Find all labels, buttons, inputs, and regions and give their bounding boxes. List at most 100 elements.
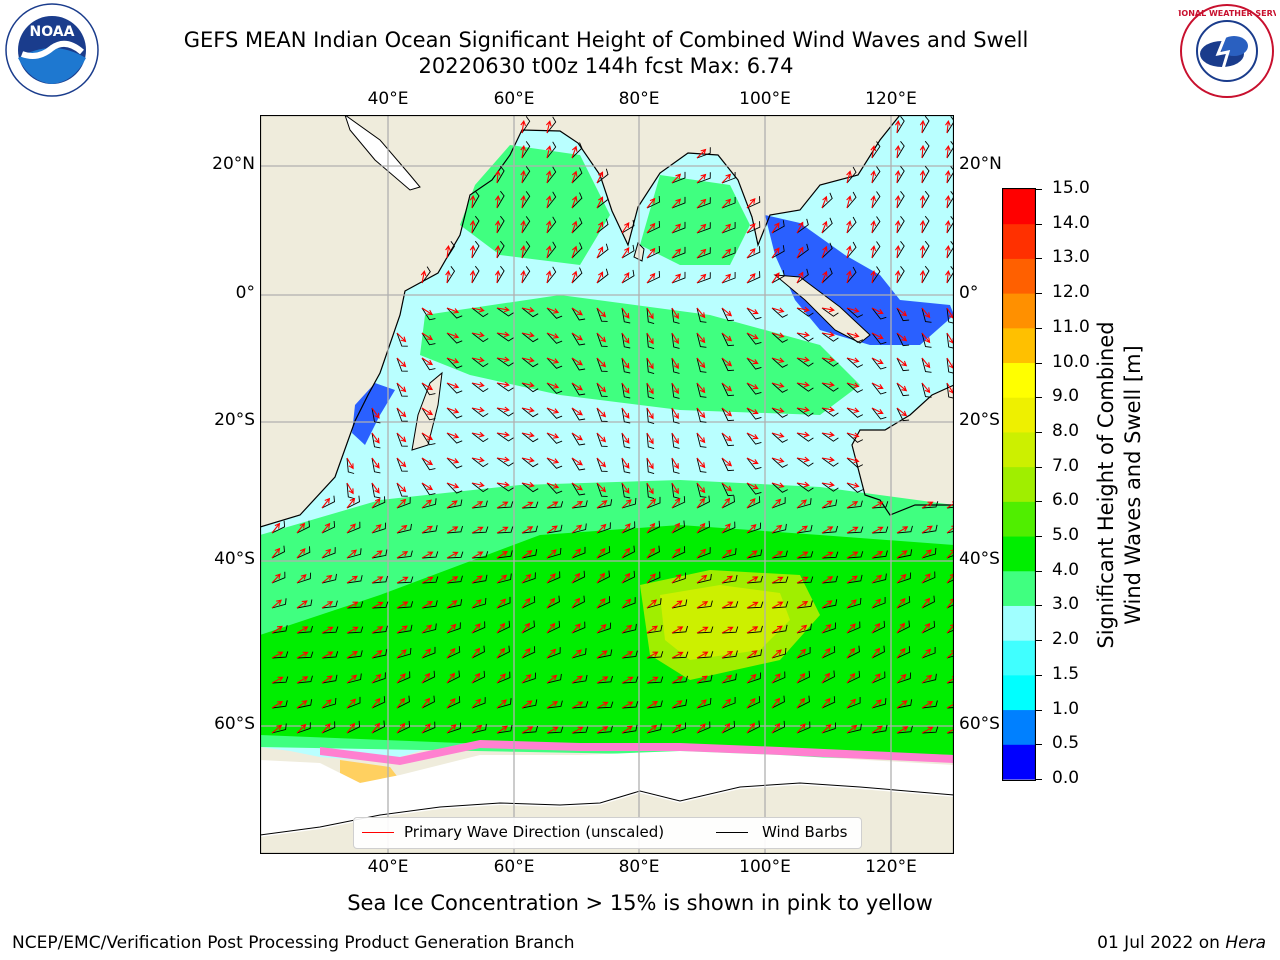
wave-arrow: [871, 647, 881, 659]
wave-arrow: [721, 307, 733, 317]
lat-label-right: 60°S: [959, 714, 1000, 734]
wave-arrow: [771, 498, 782, 509]
wind-barb: [546, 571, 561, 584]
wave-arrow: [521, 526, 534, 534]
wind-barb: [396, 720, 411, 734]
wind-barb: [796, 218, 809, 234]
wave-arrow: [721, 173, 732, 184]
wave-arrow: [846, 647, 856, 659]
wave-arrow: [871, 550, 884, 559]
wave-arrow: [520, 194, 527, 209]
wind-barb: [346, 601, 364, 609]
wave-arrow: [721, 523, 731, 534]
colorbar-segment: [1003, 431, 1035, 468]
wind-barb: [421, 482, 436, 496]
wave-arrow: [571, 220, 578, 234]
chart-subtitle: 20220630 t00z 144h fcst Max: 6.74: [418, 54, 794, 78]
wind-barb: [846, 457, 864, 468]
wave-arrow: [746, 673, 757, 684]
wind-barb: [796, 695, 810, 709]
wind-barb: [446, 332, 463, 344]
wave-arrow: [496, 574, 508, 584]
wind-barb: [646, 457, 655, 475]
wind-barb: [821, 499, 838, 509]
wave-arrow: [546, 525, 558, 534]
wave-arrow: [346, 650, 359, 659]
wind-barb: [471, 645, 485, 659]
wind-barb: [896, 725, 913, 734]
wind-barb: [696, 272, 711, 284]
wind-barb: [446, 499, 463, 509]
wind-barb: [721, 307, 735, 322]
wave-arrow: [496, 481, 510, 488]
wind-barb: [896, 646, 911, 659]
wave-arrow: [919, 219, 926, 234]
wave-arrow: [621, 598, 632, 609]
wave-arrow: [921, 501, 934, 509]
wind-barb: [771, 624, 788, 634]
wave-arrow: [870, 145, 877, 159]
wave-arrow: [646, 599, 657, 609]
wave-arrow: [520, 169, 527, 184]
wind-barb: [546, 673, 562, 684]
wave-arrow: [596, 457, 607, 468]
wind-barb: [596, 622, 612, 634]
wind-barb: [571, 332, 586, 346]
wind-barb: [346, 521, 361, 534]
wind-barb: [871, 698, 887, 709]
wind-barb: [546, 547, 562, 559]
wave-arrow: [894, 194, 901, 209]
wave-arrow: [371, 697, 381, 709]
wave-arrow: [896, 382, 908, 392]
wind-barb: [871, 526, 889, 534]
wind-barb: [571, 546, 586, 559]
wind-barb: [771, 497, 786, 509]
wave-arrow: [746, 332, 759, 340]
wind-barb: [721, 650, 738, 659]
wave-arrow: [469, 269, 476, 284]
wind-barb: [496, 501, 514, 509]
wind-barb: [946, 506, 954, 509]
wave-arrow: [796, 697, 806, 709]
wave-arrow: [496, 725, 508, 734]
wind-barb: [546, 216, 557, 234]
wind-barb: [721, 247, 736, 259]
wave-arrow: [621, 725, 633, 734]
wind-barb: [796, 307, 814, 317]
colorbar-tick: [1036, 640, 1042, 642]
wave-arrow: [621, 701, 634, 709]
wind-barb: [846, 241, 857, 259]
wind-barb: [671, 221, 686, 234]
wind-barb: [571, 267, 583, 284]
wave-arrow: [671, 432, 679, 445]
wave-arrow: [621, 247, 630, 259]
wind-barb: [646, 195, 661, 209]
wind-barb: [696, 247, 711, 259]
wind-barb: [646, 571, 661, 584]
wind-barb: [771, 382, 788, 393]
wind-barb: [521, 699, 538, 709]
wind-barb: [546, 357, 563, 369]
wind-barb: [721, 332, 735, 347]
wind-barb: [296, 625, 314, 634]
wind-barb: [921, 265, 930, 284]
wave-arrow: [696, 357, 706, 369]
wind-barb: [821, 482, 839, 492]
wind-barb: [421, 357, 436, 371]
wind-barb: [471, 574, 488, 584]
wind-barb: [946, 579, 954, 584]
wave-arrow: [871, 725, 883, 734]
wind-barb: [321, 495, 335, 509]
wave-arrow: [596, 523, 607, 534]
wave-arrow: [746, 697, 756, 709]
wind-barb: [596, 243, 609, 259]
wave-arrow: [596, 598, 606, 609]
wave-arrow: [321, 601, 334, 609]
wind-barb: [271, 625, 288, 634]
wind-barb: [421, 407, 436, 421]
wind-barb: [696, 573, 712, 584]
wind-barb: [746, 696, 761, 709]
wind-barb: [321, 674, 338, 684]
wave-arrow: [494, 219, 501, 234]
wave-arrow: [546, 307, 560, 314]
